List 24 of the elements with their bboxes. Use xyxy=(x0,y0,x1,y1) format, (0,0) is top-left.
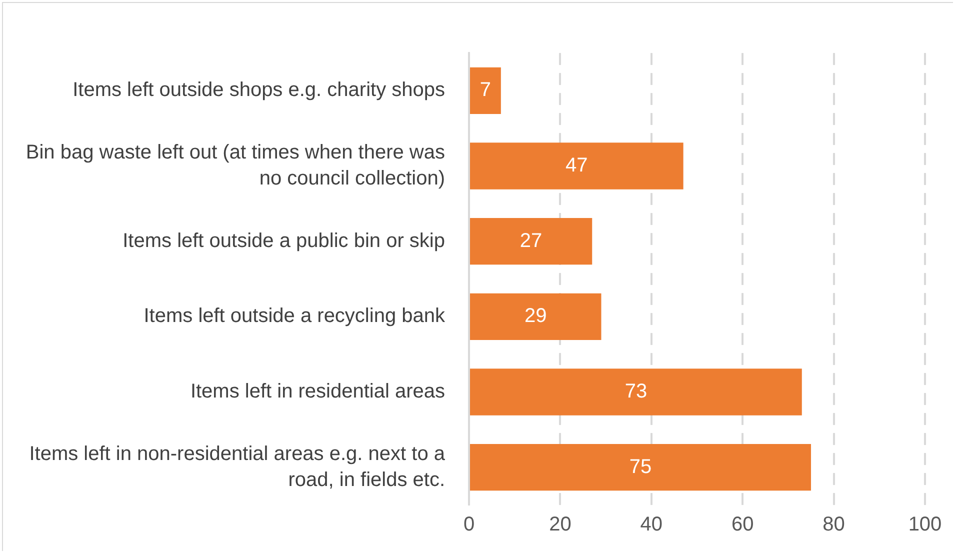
bar xyxy=(470,293,602,340)
data-label: 47 xyxy=(566,154,588,177)
x-tick-label: 20 xyxy=(549,514,572,536)
y-tick-label: Items left outside a recycling bank xyxy=(144,305,446,328)
bar xyxy=(470,218,592,265)
data-label: 75 xyxy=(629,456,652,478)
bar xyxy=(470,142,684,190)
y-tick-label: Items left in non-residential areas e.g. next to a road, in fields etc. xyxy=(29,442,446,491)
bar xyxy=(470,444,811,491)
data-label: 29 xyxy=(524,305,547,328)
data-label: 27 xyxy=(520,230,542,252)
y-tick-label: Bin bag waste left out (at times when there was no council collection) xyxy=(26,142,445,190)
data-label: 7 xyxy=(480,79,492,102)
data-label: 73 xyxy=(624,380,648,403)
x-tick-label: 0 xyxy=(463,514,475,536)
y-tick-label: Items left outside a public bin or skip xyxy=(122,230,445,252)
y-tick-label: Items left outside shops e.g. charity shops xyxy=(72,79,445,102)
bar xyxy=(470,368,802,416)
x-tick-label: 80 xyxy=(822,514,845,536)
x-tick-label: 60 xyxy=(731,514,754,536)
x-tick-label: 40 xyxy=(640,514,663,536)
y-tick-label: Items left in residential areas xyxy=(190,380,445,403)
bar xyxy=(470,67,501,114)
x-tick-label: 100 xyxy=(908,514,942,536)
